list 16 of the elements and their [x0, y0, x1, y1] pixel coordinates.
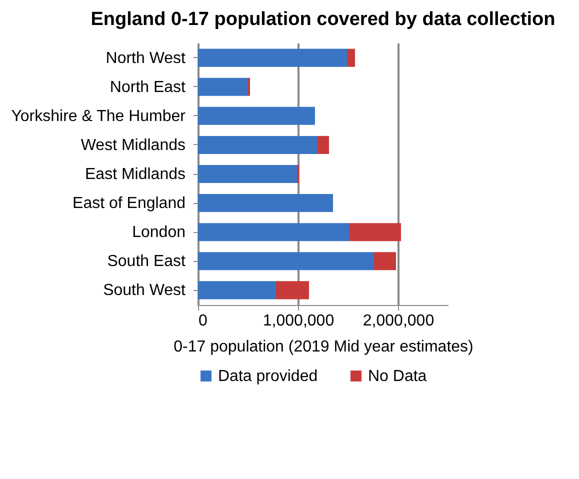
y-tick-label: East Midlands: [85, 166, 186, 183]
y-tick-label: Yorkshire & The Humber: [11, 108, 186, 125]
y-tick-label: London: [132, 224, 186, 242]
y-tick-label: East of England: [72, 195, 186, 212]
y-tick-label: South East: [107, 253, 186, 270]
y-tick-label: West Midlands: [80, 136, 186, 154]
x-axis-title: 0-17 population (2019 Mid year estimates): [174, 338, 474, 356]
x-tick-label: 1,000,000: [262, 312, 334, 330]
y-tick-label: South West: [103, 282, 186, 300]
x-tick-label: 2,000,000: [362, 312, 434, 330]
chart-title: England 0-17 population covered by data collection: [90, 9, 556, 30]
y-tick-label: North West: [106, 50, 186, 67]
legend-label: Data provided: [218, 368, 318, 385]
legend-label: No Data: [368, 368, 427, 385]
x-tick-label: 0: [198, 312, 208, 330]
y-tick-label: North East: [110, 78, 186, 96]
